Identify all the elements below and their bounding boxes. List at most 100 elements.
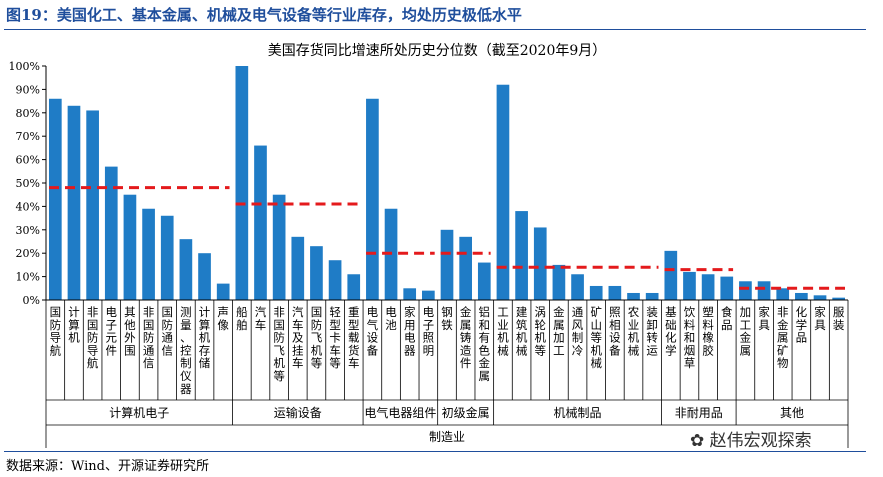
bar [67, 105, 81, 300]
x-tick-label: 建筑机械 [516, 305, 528, 357]
x-tick-label: 农业机械 [628, 305, 640, 357]
group-label: 初级金属 [442, 405, 490, 420]
bar [683, 271, 696, 300]
bar [142, 208, 155, 300]
bar [496, 84, 510, 300]
bar [123, 194, 137, 300]
x-tick-label: 非金属矿物 [777, 305, 789, 370]
bar [86, 110, 99, 301]
group-label: 机械制品 [554, 405, 602, 420]
x-tick-label: 钢铁 [441, 305, 453, 332]
y-tick-label: 0% [23, 294, 40, 307]
x-tick-label: 化学品 [796, 305, 808, 345]
y-tick-label: 50% [16, 177, 40, 190]
bar [515, 211, 528, 300]
x-tick-label: 塑料橡胶 [702, 305, 714, 357]
parent-group-label: 制造业 [429, 430, 465, 444]
x-tick-label: 非国防飞机等 [273, 305, 285, 383]
bar [552, 264, 566, 300]
x-tick-label: 基础化学 [665, 305, 677, 357]
x-tick-label: 金属铸造件 [460, 305, 472, 370]
x-tick-label: 电气设备 [367, 305, 379, 357]
watermark-text: 赵伟宏观探索 [709, 431, 812, 451]
x-tick-label: 计算机 [68, 305, 80, 345]
source-note: 数据来源：Wind、开源证券研究所 [6, 459, 209, 474]
bar [533, 227, 547, 300]
bar [328, 260, 342, 300]
x-tick-label: 船舶 [236, 305, 248, 332]
bar [272, 194, 286, 300]
x-tick-label: 非国防导航 [87, 305, 99, 370]
x-tick-label: 电子元件 [106, 305, 118, 357]
group-label: 非耐用品 [675, 406, 723, 420]
y-tick-label: 70% [16, 130, 40, 143]
y-tick-label: 90% [16, 83, 40, 96]
x-tick-label: 重型载货车 [348, 305, 360, 370]
x-tick-label: 家具 [758, 305, 770, 332]
x-tick-label: 电池 [385, 305, 397, 332]
bar [739, 281, 752, 300]
bar [589, 285, 603, 300]
x-tick-label: 国防通信 [161, 305, 173, 357]
x-tick-label: 非国防通信 [143, 305, 155, 370]
x-tick-label: 加工金属 [740, 305, 752, 357]
bar [422, 290, 435, 300]
bar [216, 283, 230, 300]
bar [403, 288, 417, 300]
group-label: 运输设备 [274, 405, 322, 420]
bar [795, 292, 808, 300]
group-average-lines [49, 186, 845, 290]
bar [198, 253, 211, 300]
x-tick-label: 电子照明 [423, 305, 435, 357]
bar [254, 145, 267, 300]
bar [776, 288, 790, 300]
bar [701, 274, 715, 300]
wechat-icon: ✿ [690, 431, 705, 451]
bottom-rule [4, 451, 866, 452]
chart-title: 美国存货同比增速所处历史分位数（截至2020年9月） [268, 42, 607, 59]
y-tick-label: 60% [16, 154, 40, 167]
bar [832, 297, 846, 300]
y-tick-label: 100% [9, 60, 40, 73]
bar [310, 246, 323, 300]
x-tick-label: 国防导航 [50, 305, 62, 357]
y-tick-label: 40% [16, 200, 40, 213]
group-label: 电气电器组件 [364, 405, 436, 420]
bars [48, 66, 846, 301]
y-tick-label: 80% [16, 107, 40, 120]
x-tick-label: 食品 [721, 305, 733, 332]
x-tick-label: 服装 [833, 305, 845, 332]
x-tick-label: 国防飞机等 [311, 305, 323, 370]
bar [366, 98, 379, 300]
y-axis: 0% 10% 20% 30% 40% 50% 60% 70% 80% 90% 100% [9, 60, 47, 307]
x-tick-label: 家具 [814, 305, 826, 332]
bar [347, 274, 361, 300]
bar [440, 229, 454, 300]
x-tick-label: 矿山等机械 [590, 305, 602, 370]
x-tick-label: 轻型卡车等 [329, 305, 341, 370]
x-tick-label: 铝和有色金属 [479, 305, 491, 383]
bar [645, 292, 659, 300]
bar [291, 236, 305, 300]
bar [664, 250, 678, 300]
watermark: ✿ 赵伟宏观探索 [690, 426, 812, 451]
x-tick-label: 测量、控制仪器 [180, 305, 192, 396]
x-tick-label: 其他外围 [124, 305, 136, 357]
bar [813, 295, 827, 300]
x-tick-label: 声像 [217, 305, 229, 332]
bar [477, 262, 491, 300]
x-tick-label: 家用电器 [404, 305, 416, 357]
x-tick-label: 饮料和烟草 [684, 305, 696, 370]
bar [235, 66, 249, 300]
bar [48, 98, 62, 300]
x-axis: 国防导航计算机非国防导航电子元件其他外围非国防通信国防通信测量、控制仪器计算机存… [45, 299, 849, 448]
x-tick-label: 计算机存储 [199, 305, 211, 370]
figure-title: 图19：美国化工、基本金属、机械及电气设备等行业库存，均处历史极低水平 [6, 6, 522, 24]
x-tick-label: 通风制冷 [572, 305, 584, 357]
bar [608, 285, 622, 300]
bar [459, 236, 472, 300]
y-tick-label: 20% [16, 247, 40, 260]
bar [720, 276, 734, 300]
bar [571, 274, 584, 300]
y-tick-label: 30% [16, 224, 40, 237]
